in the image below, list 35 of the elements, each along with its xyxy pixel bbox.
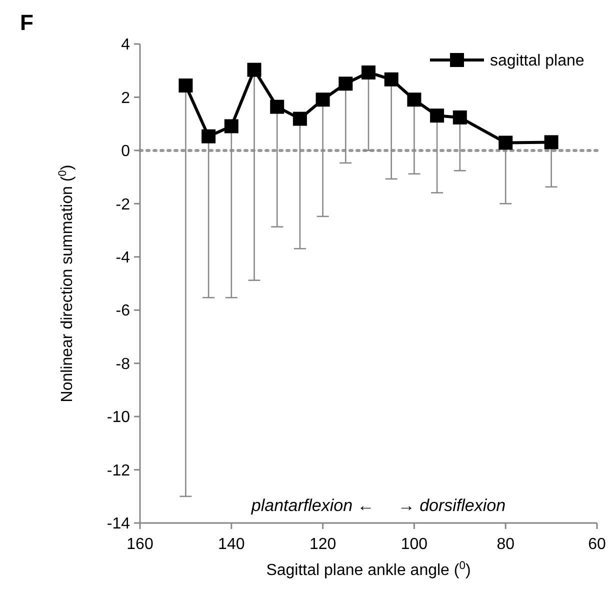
y-tick-label: 0 [121,143,130,160]
x-tick-label: 60 [588,536,606,553]
x-tick-label: 100 [400,536,428,553]
y-tick-label: 2 [121,90,130,107]
x-axis-title: Sagittal plane ankle angle ($^{0}$) [266,560,471,579]
point [224,119,238,134]
y-tick-label: -12 [106,462,130,480]
point [544,135,558,150]
y-tick-label: 4 [121,36,130,54]
legend-label: sagittal plane [490,52,584,70]
x-tick-label: 80 [496,536,515,553]
point [202,129,216,144]
point [452,110,467,124]
x-tick-label: 140 [218,536,245,553]
x-tick-label: 120 [309,536,336,553]
point [247,62,262,77]
y-tick-label: -8 [116,356,130,373]
chart-title: F [20,10,34,35]
annotation: plantarflexion ← → dorsiflexion [250,496,506,515]
y-tick-label: -4 [116,249,130,266]
point [338,76,353,91]
point [498,136,513,150]
point [407,92,422,107]
point [270,100,284,114]
x-tick-label: 160 [126,536,154,553]
point [362,65,376,80]
point [292,112,307,126]
y-tick-label: -10 [106,409,130,426]
point [178,78,193,93]
point [316,92,330,107]
y-tick-label: -2 [116,196,130,214]
y-tick-label: -14 [106,516,130,533]
y-tick-label: -6 [116,302,130,320]
point [384,72,398,86]
point [430,108,444,123]
